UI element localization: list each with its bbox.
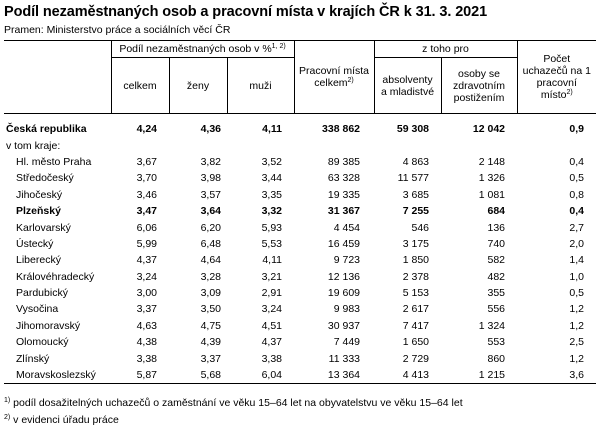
region-name: Liberecký — [16, 254, 61, 267]
header-men: muži — [226, 57, 295, 114]
region-name: Ústecký — [16, 237, 54, 250]
table-row: Moravskoslezský 5,87 5,68 6,04 13 364 4 … — [4, 366, 597, 385]
table-row: Ústecký 5,99 6,48 5,53 16 459 3 175 740 … — [4, 236, 596, 252]
header-ratio: Počet uchazečů na 1 pracovní místo2) — [516, 40, 597, 114]
footnote-1: 1) podíl dosažitelných uchazečů o zaměst… — [4, 397, 463, 409]
header-jobs: Pracovní místa celkem2) — [293, 40, 375, 114]
table-row: Jihomoravský 4,63 4,75 4,51 30 937 7 417… — [4, 318, 596, 334]
region-name: Jihomoravský — [16, 319, 81, 332]
header-disabled: osoby se zdravotním postižením — [440, 57, 518, 114]
region-subheading: v tom kraje: — [6, 139, 61, 152]
region-name: Středočeský — [16, 172, 74, 185]
table-row: Olomoucký 4,38 4,39 4,37 7 449 1 650 553… — [4, 334, 596, 350]
region-name: Královéhradecký — [16, 270, 95, 283]
table-row: Středočeský 3,70 3,98 3,44 63 328 11 577… — [4, 170, 596, 186]
table-row: Jihočeský 3,46 3,57 3,35 19 335 3 685 1 … — [4, 187, 596, 203]
footnote-2: 2) v evidenci úřadu práce — [4, 414, 119, 426]
table-row: Královéhradecký 3,24 3,28 3,21 12 136 2 … — [4, 269, 596, 285]
region-name: Plzeňský — [16, 205, 61, 218]
region-name: Zlínský — [16, 352, 50, 365]
header-share-group: Podíl nezaměstnaných osob v %1, 2) — [110, 40, 295, 58]
region-name: Olomoucký — [16, 336, 69, 349]
header-total: celkem — [110, 57, 169, 114]
header-region — [4, 40, 111, 114]
table-row: Liberecký 4,37 4,64 4,11 9 723 1 850 582… — [4, 252, 596, 268]
table-row: Česká republika 4,24 4,36 4,11 338 862 5… — [4, 121, 596, 137]
table-row: Plzeňský 3,47 3,64 3,32 31 367 7 255 684… — [4, 203, 596, 219]
region-name: Česká republika — [6, 123, 87, 136]
table-row: Pardubický 3,00 3,09 2,91 19 609 5 153 3… — [4, 285, 596, 301]
region-name: Karlovarský — [16, 221, 71, 234]
table-row: v tom kraje: — [4, 137, 596, 153]
region-name: Hl. město Praha — [16, 155, 92, 168]
table-title: Podíl nezaměstnaných osob a pracovní mís… — [4, 4, 488, 20]
source-note: Pramen: Ministerstvo práce a sociálních … — [4, 24, 231, 36]
region-name: Pardubický — [16, 287, 68, 300]
header-of-which: z toho pro — [373, 40, 518, 58]
table-row: Karlovarský 6,06 6,20 5,93 4 454 546 136… — [4, 219, 596, 235]
header-women: ženy — [168, 57, 227, 114]
region-name: Vysočina — [16, 303, 59, 316]
unemployment-table: Podíl nezaměstnaných osob v %1, 2) Praco… — [4, 40, 597, 385]
table-row: Vysočina 3,37 3,50 3,24 9 983 2 617 556 … — [4, 301, 596, 317]
table-row: Zlínský 3,38 3,37 3,38 11 333 2 729 860 … — [4, 350, 596, 366]
region-name: Jihočeský — [16, 188, 63, 201]
header-graduates: absolventy a mladistvé — [373, 57, 442, 114]
region-name: Moravskoslezský — [4, 366, 111, 385]
table-row: Hl. město Praha 3,67 3,82 3,52 89 385 4 … — [4, 154, 596, 170]
